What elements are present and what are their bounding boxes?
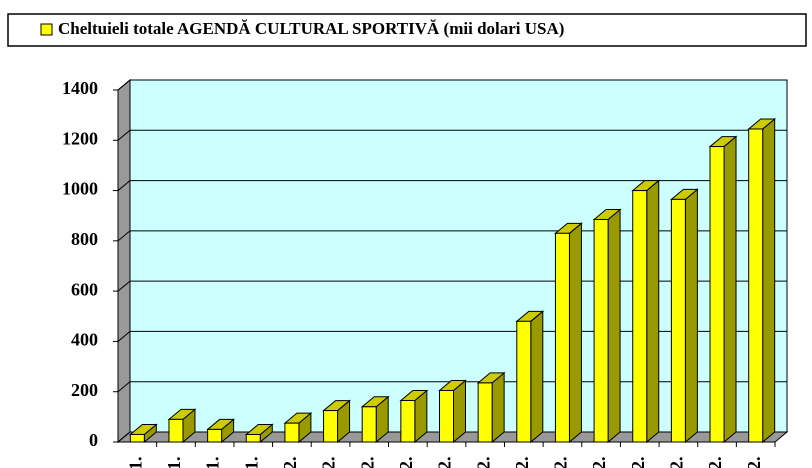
bar-side bbox=[684, 188, 698, 444]
y-tick-label: 800 bbox=[71, 229, 98, 249]
bar-side bbox=[723, 135, 737, 444]
bar-side bbox=[762, 117, 776, 444]
legend-label: Cheltuieli totale AGENDĂ CULTURAL SPORTI… bbox=[58, 19, 564, 38]
bar bbox=[129, 433, 145, 443]
grid-line-side bbox=[117, 230, 131, 242]
x-tick-label: 2. bbox=[512, 457, 532, 468]
x-tick-label: 2. bbox=[744, 457, 764, 468]
bar bbox=[323, 410, 339, 443]
bar bbox=[284, 422, 300, 443]
y-tick-label: 0 bbox=[89, 430, 98, 450]
bar bbox=[516, 320, 532, 443]
bar bbox=[554, 232, 570, 443]
y-tick-label: 200 bbox=[71, 380, 98, 400]
bar bbox=[400, 400, 416, 443]
bar-side bbox=[491, 371, 505, 444]
bar-side bbox=[607, 208, 621, 444]
x-tick-label: 2. bbox=[551, 457, 571, 468]
bar bbox=[361, 406, 377, 443]
bar bbox=[748, 128, 764, 443]
y-tick-label: 600 bbox=[71, 279, 98, 299]
bar bbox=[439, 389, 454, 443]
x-tick-label: 1. bbox=[164, 457, 184, 468]
x-tick-label: 2. bbox=[280, 457, 300, 468]
grid-line-side bbox=[117, 129, 131, 141]
y-tick-label: 1200 bbox=[62, 128, 98, 148]
bar-side bbox=[646, 179, 660, 444]
y-tick-label: 1000 bbox=[62, 179, 98, 199]
bar-side bbox=[453, 379, 466, 444]
bar-side bbox=[568, 222, 582, 444]
x-tick-label: 2. bbox=[319, 457, 339, 468]
grid-line-side bbox=[117, 180, 131, 191]
grid-line-side bbox=[117, 79, 131, 91]
grid-line-side bbox=[117, 381, 131, 393]
x-tick-label: 2. bbox=[473, 457, 493, 468]
bar bbox=[207, 428, 223, 443]
legend-swatch bbox=[40, 23, 53, 36]
bar bbox=[477, 382, 493, 443]
x-tick-label: 1. bbox=[203, 457, 223, 468]
grid-line-side bbox=[117, 431, 131, 443]
x-tick-label: 1. bbox=[241, 457, 261, 468]
x-tick-label: 2. bbox=[628, 457, 648, 468]
grid-line-side bbox=[117, 331, 131, 342]
bar-side bbox=[530, 310, 544, 444]
bar bbox=[632, 190, 648, 443]
x-tick-label: 2. bbox=[435, 457, 455, 468]
y-tick-label: 1400 bbox=[62, 78, 98, 98]
y-tick-label: 400 bbox=[71, 330, 98, 350]
bar bbox=[670, 198, 686, 443]
bar bbox=[245, 433, 261, 443]
x-tick-label: 2. bbox=[667, 457, 687, 468]
bar bbox=[168, 418, 184, 443]
legend-box bbox=[7, 13, 807, 47]
x-tick-label: 2. bbox=[705, 457, 725, 468]
x-tick-label: 2. bbox=[589, 457, 609, 468]
side-wall bbox=[117, 78, 131, 444]
x-tick-label: 2. bbox=[357, 457, 377, 468]
grid-line-side bbox=[117, 280, 131, 292]
bar bbox=[593, 218, 609, 443]
bar bbox=[709, 146, 725, 443]
x-tick-label: 1. bbox=[125, 457, 145, 468]
x-tick-label: 2. bbox=[396, 457, 416, 468]
